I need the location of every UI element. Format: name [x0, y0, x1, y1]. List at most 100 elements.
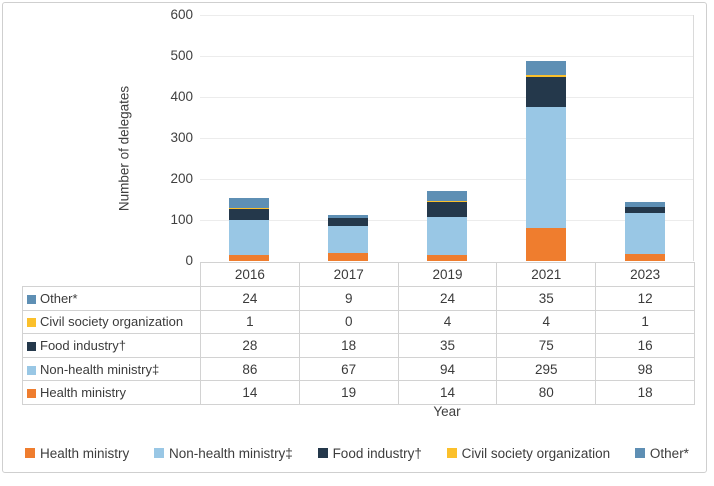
table-year-header: 2023	[595, 262, 695, 287]
series-marker-icon	[27, 389, 36, 399]
table-value-cell: 295	[496, 356, 597, 382]
table-row-label: Non-health ministry‡	[22, 356, 201, 382]
y-tick-label: 500	[170, 48, 193, 63]
bar-segment	[229, 255, 270, 261]
bar-segment	[427, 190, 467, 201]
gridline	[200, 15, 693, 16]
legend-swatch-icon	[317, 448, 328, 458]
bar-segment	[624, 206, 665, 214]
stacked-bar-2021	[525, 60, 566, 261]
legend-item: Non-health ministry‡	[154, 446, 293, 461]
table-row-label: Food industry†	[22, 333, 201, 358]
stacked-bar-2016	[229, 198, 270, 261]
legend-swatch-icon	[446, 448, 457, 458]
legend-label: Health ministry	[40, 445, 130, 461]
table-value-cell: 28	[200, 333, 300, 358]
bar-segment	[328, 218, 369, 226]
table-value-cell: 35	[496, 286, 597, 311]
legend-swatch-icon	[154, 448, 165, 458]
table-value-cell: 80	[496, 380, 597, 405]
legend-item: Food industry†	[317, 445, 422, 461]
table-row: Food industry† 28 18 35 75 16	[22, 333, 695, 358]
bar-segment	[229, 208, 270, 221]
y-tick-label: 400	[170, 89, 193, 104]
y-tick-label: 200	[170, 171, 193, 186]
table-value-cell: 18	[595, 380, 695, 405]
plot-area	[200, 15, 694, 261]
legend-item: Health ministry	[25, 446, 129, 461]
table-value-cell: 18	[298, 333, 399, 358]
legend-item: Other*	[634, 445, 689, 461]
table-value-cell: 67	[298, 356, 399, 382]
legend-label: Food industry†	[332, 445, 422, 461]
table-value-cell: 24	[397, 286, 498, 311]
legend-swatch-icon	[25, 448, 35, 458]
bar-segment	[427, 202, 467, 217]
bar-segment	[328, 214, 369, 219]
table-value-cell: 0	[298, 309, 399, 335]
legend-label: Civil society organization	[461, 445, 611, 461]
table-value-cell: 9	[298, 286, 399, 311]
bar-segment	[525, 228, 566, 261]
table-year-header: 2016	[200, 262, 300, 287]
stacked-bar-2019	[427, 190, 467, 261]
bar-segment	[427, 255, 467, 261]
bar-segment	[525, 76, 566, 108]
table-value-cell: 35	[397, 333, 498, 358]
legend-label: Non-health ministry‡	[169, 445, 293, 461]
table-row: Health ministry 14 19 14 80 18	[22, 380, 695, 405]
table-value-cell: 98	[595, 356, 695, 382]
bar-segment	[427, 216, 467, 256]
table-corner-cell	[23, 263, 201, 287]
bar-segment	[525, 60, 566, 75]
legend-swatch-icon	[634, 448, 645, 458]
y-tick-label: 300	[170, 130, 193, 145]
table-value-cell: 75	[496, 333, 597, 358]
chart-legend: Health ministry Non-health ministry‡ Food …	[25, 444, 689, 462]
table-row-label: Health ministry	[22, 380, 201, 405]
bar-segment	[525, 107, 566, 229]
bar-segment	[624, 213, 665, 254]
bar-segment	[229, 220, 270, 256]
series-marker-icon	[27, 294, 36, 304]
table-year-header: 2019	[397, 262, 498, 287]
table-year-header: 2021	[496, 262, 597, 287]
bar-segment	[328, 225, 369, 254]
bar-segment	[525, 74, 566, 77]
table-row: Civil society organization 1 0 4 4 1	[22, 309, 695, 335]
table-value-cell: 14	[397, 380, 498, 405]
gridline	[200, 97, 693, 98]
bar-segment	[624, 201, 665, 207]
gridline	[200, 56, 693, 57]
table-value-cell: 94	[397, 356, 498, 382]
table-value-cell: 24	[200, 286, 300, 311]
stacked-bar-2023	[624, 201, 665, 261]
legend-item: Civil society organization	[446, 445, 611, 461]
y-tick-label: 600	[170, 7, 193, 22]
bar-segment	[328, 253, 369, 261]
legend-label: Other*	[649, 445, 689, 461]
table-value-cell: 12	[595, 286, 695, 311]
series-marker-icon	[27, 341, 36, 351]
table-row-label: Other*	[22, 286, 201, 311]
data-table: 2016 2017 2019 2021 2023 Other* 24 9 24 35 12 Civil…	[22, 262, 695, 405]
table-year-header: 2017	[298, 262, 399, 287]
x-axis-title: Year	[433, 404, 461, 419]
table-row: Other* 24 9 24 35 12	[22, 286, 695, 311]
gridline	[200, 179, 693, 180]
table-value-cell: 14	[200, 380, 300, 405]
gridline	[200, 138, 693, 139]
table-value-cell: 1	[595, 309, 695, 335]
bar-segment	[427, 200, 467, 203]
y-axis-tick-labels: 0 100 200 300 400 500 600	[120, 0, 193, 280]
series-marker-icon	[27, 318, 36, 328]
bar-segment	[624, 253, 665, 261]
table-value-cell: 4	[496, 309, 597, 335]
table-value-cell: 86	[200, 356, 300, 382]
stacked-bar-2017	[328, 214, 369, 261]
series-marker-icon	[27, 365, 36, 375]
table-value-cell: 19	[298, 380, 399, 405]
table-value-cell: 16	[595, 333, 695, 358]
table-value-cell: 4	[397, 309, 498, 335]
bar-segment	[229, 198, 270, 209]
